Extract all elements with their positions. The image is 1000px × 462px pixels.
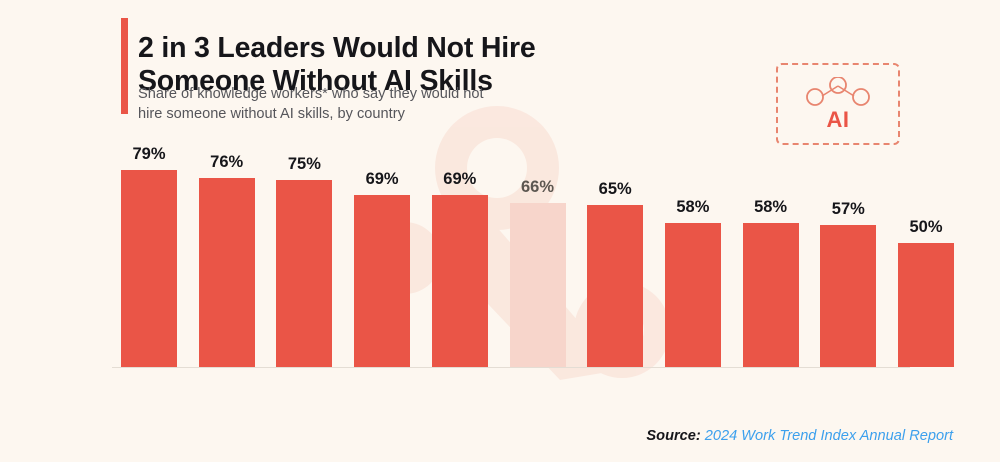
bar[interactable]: [898, 242, 954, 367]
bar-value-label: 58%: [754, 197, 788, 216]
bar[interactable]: [354, 195, 411, 367]
source-label: Source:: [646, 428, 701, 444]
bar-value-label: 79%: [132, 145, 166, 164]
bar-value-label: 75%: [287, 155, 321, 174]
bar[interactable]: [431, 195, 488, 367]
bar-value-label: 58%: [676, 197, 710, 216]
network-nodes-icon: [806, 77, 870, 106]
bar[interactable]: [664, 222, 721, 367]
ai-badge: AI: [776, 63, 900, 145]
page-subtitle: Share of knowledge workers* who say they…: [138, 84, 658, 124]
bar[interactable]: [742, 222, 799, 367]
bar-value-label: 69%: [443, 170, 477, 189]
ai-badge-label: AI: [826, 107, 850, 132]
source-note: Source: 2024 Work Trend Index Annual Repo…: [646, 428, 953, 444]
bar[interactable]: [820, 225, 877, 367]
title-accent-bar: [121, 18, 128, 114]
page-title-line1: 2 in 3 Leaders Would Not Hire: [138, 32, 536, 65]
bar-value-label: 76%: [210, 152, 244, 171]
source-link[interactable]: 2024 Work Trend Index Annual Report: [704, 428, 953, 444]
page-title-line2: Someone Without AI Skills: [138, 65, 493, 98]
page-subtitle-line1: Share of knowledge workers* who say they…: [138, 86, 484, 102]
page-title: 2 in 3 Leaders Would Not Hire Someone Wi…: [138, 32, 758, 99]
bar[interactable]: [509, 202, 566, 367]
chart-baseline: [112, 367, 910, 368]
bar[interactable]: [198, 177, 255, 367]
bar[interactable]: [121, 170, 177, 367]
bar[interactable]: [587, 205, 644, 367]
bar-value-label: 69%: [365, 170, 399, 189]
bar[interactable]: [276, 180, 333, 367]
bar-value-label: 65%: [598, 180, 632, 199]
page-subtitle-line2: hire someone without AI skills, by count…: [138, 106, 405, 123]
bar-value-label: 50%: [909, 217, 943, 236]
bar-value-label: 66%: [520, 177, 555, 196]
bar-value-label: 57%: [831, 200, 865, 219]
